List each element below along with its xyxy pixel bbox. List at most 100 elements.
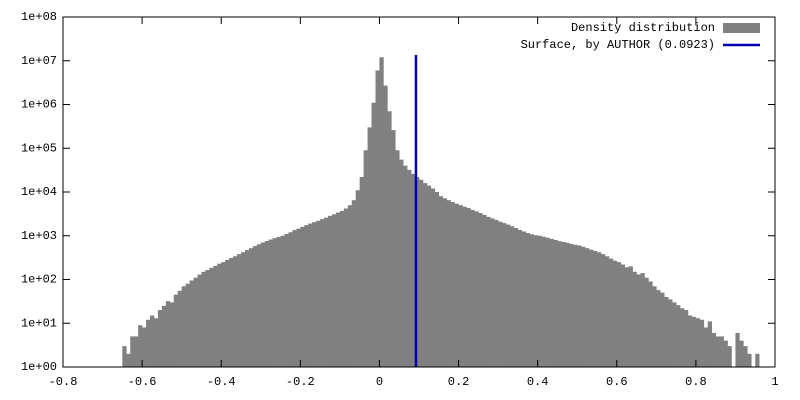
bar	[743, 346, 748, 367]
bar	[288, 232, 293, 367]
bar	[612, 260, 618, 367]
bar	[620, 264, 625, 367]
bar	[331, 214, 337, 367]
bar	[225, 259, 230, 367]
bar	[126, 353, 131, 367]
x-tick-label: -0.6	[128, 375, 157, 389]
bar	[533, 235, 538, 367]
bar	[525, 233, 531, 367]
x-tick-label: -0.2	[286, 375, 315, 389]
bar	[529, 234, 535, 367]
bar	[375, 70, 380, 368]
bar	[241, 252, 246, 367]
bar	[735, 332, 740, 367]
x-tick-label: 0.6	[606, 375, 628, 389]
bar	[521, 231, 527, 367]
bar	[656, 290, 661, 367]
bar	[197, 274, 202, 367]
bar	[660, 292, 665, 367]
x-tick-label: 0.2	[448, 375, 470, 389]
bar	[217, 263, 222, 367]
bar	[565, 242, 570, 367]
bar	[312, 222, 317, 367]
bar	[684, 310, 689, 367]
bar	[272, 238, 277, 367]
bar	[687, 315, 693, 367]
bar	[755, 353, 760, 367]
bar	[509, 226, 515, 367]
bar	[438, 196, 444, 367]
bar	[122, 346, 127, 367]
bar	[664, 296, 669, 367]
bar	[324, 217, 329, 367]
bar	[739, 340, 744, 367]
bar	[636, 274, 641, 367]
bar	[292, 230, 297, 367]
bar	[640, 273, 645, 367]
bar	[165, 301, 171, 367]
bar	[379, 57, 384, 367]
bar	[553, 239, 558, 367]
bar	[260, 242, 266, 367]
bar	[608, 258, 614, 367]
bar	[304, 225, 309, 367]
y-tick-label: 1e+06	[21, 98, 57, 112]
y-tick-label: 1e+02	[21, 273, 57, 287]
bar	[181, 286, 186, 367]
x-tick-label: -0.4	[207, 375, 236, 389]
bar	[411, 173, 416, 367]
bar	[577, 245, 582, 367]
bar	[470, 209, 475, 367]
bar	[391, 130, 396, 367]
bar	[569, 243, 574, 367]
bar	[209, 267, 214, 367]
bar	[189, 280, 194, 367]
bar	[585, 248, 590, 367]
bar	[557, 241, 562, 367]
bar	[351, 200, 357, 367]
bar	[672, 302, 677, 367]
bar	[347, 205, 353, 367]
bar	[695, 318, 701, 367]
bar	[458, 205, 463, 367]
bar	[676, 305, 681, 367]
bar	[478, 213, 483, 367]
bar	[185, 283, 190, 367]
bar	[652, 286, 657, 367]
bar	[138, 325, 143, 367]
bar	[134, 336, 139, 367]
bar	[719, 336, 724, 367]
x-tick-label: -0.8	[49, 375, 78, 389]
legend-label: Density distribution	[571, 21, 715, 35]
bar	[703, 327, 709, 367]
bar	[395, 150, 400, 367]
bar	[593, 250, 598, 367]
bar	[300, 226, 305, 367]
bar	[276, 236, 281, 367]
bar	[541, 236, 546, 367]
bar	[450, 202, 455, 367]
bar	[462, 206, 467, 367]
x-tick-label: 1	[771, 375, 778, 389]
x-tick-label: 0.8	[685, 375, 707, 389]
bar	[466, 208, 471, 367]
bar	[367, 127, 372, 367]
bar	[434, 192, 440, 367]
bar	[169, 302, 175, 367]
bar	[422, 183, 428, 367]
bar	[343, 208, 349, 367]
bar	[454, 203, 459, 367]
bar	[624, 267, 629, 367]
bar	[316, 220, 321, 367]
bar	[517, 230, 523, 367]
bar	[513, 228, 519, 367]
bar	[486, 216, 491, 367]
bar	[130, 336, 135, 367]
bar	[482, 214, 487, 367]
bar	[498, 221, 503, 367]
bar	[335, 212, 341, 367]
bar	[474, 211, 479, 367]
bar	[153, 318, 159, 367]
